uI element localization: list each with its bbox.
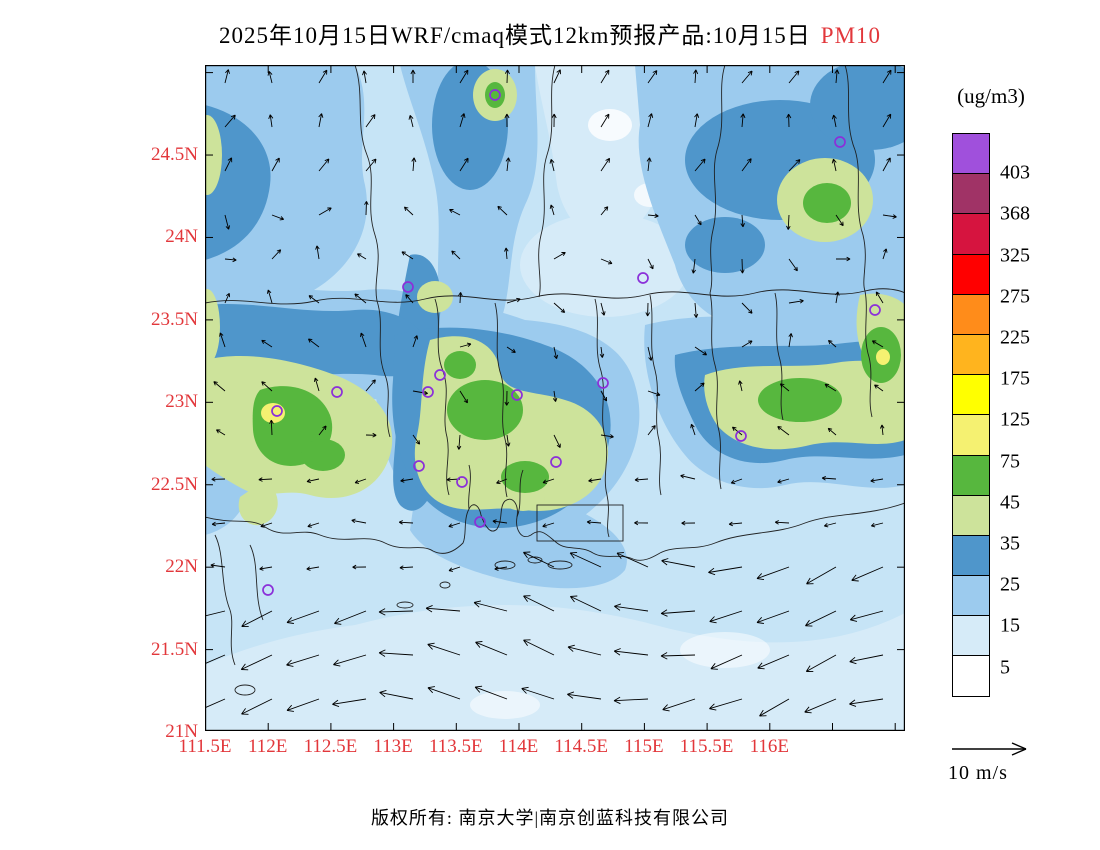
lat-tick-label: 21.5N — [151, 638, 198, 660]
lat-tick-label: 24.5N — [151, 144, 198, 165]
station-marker — [511, 389, 523, 401]
station-marker — [637, 272, 649, 284]
lat-tick-label: 22N — [165, 556, 198, 578]
lon-tick-label: 112E — [247, 736, 288, 757]
lon-tick-label: 111.5E — [178, 736, 232, 757]
boundaries — [204, 64, 906, 696]
map-area — [191, 60, 930, 732]
lon-tick-label: 116E — [749, 736, 789, 757]
station-marker — [474, 516, 486, 528]
lon-tick-label: 113.5E — [428, 736, 483, 757]
station-marker — [489, 89, 501, 101]
wind-reference-label: 10 m/s — [948, 762, 1008, 784]
station-marker — [550, 456, 562, 468]
figure-title: 2025年10月15日WRF/cmaq模式12km预报产品:10月15日 PM10 — [0, 16, 1100, 50]
colorbar-tick-label: 325 — [1000, 244, 1030, 267]
contour-green-cores — [252, 82, 901, 493]
colorbar-cell — [952, 333, 990, 376]
figure-title-text: 2025年10月15日WRF/cmaq模式12km预报产品:10月15日 — [218, 23, 811, 48]
colorbar-tick-label: 368 — [1000, 202, 1030, 225]
lon-tick-label: 115.5E — [679, 736, 734, 757]
colorbar-cell — [952, 213, 990, 255]
colorbar-tick-label: 15 — [1000, 614, 1020, 637]
colorbar-tick-label: 403 — [1000, 161, 1030, 184]
colorbar-tick-label: 275 — [1000, 285, 1030, 308]
station-marker — [456, 476, 468, 488]
axis-ticks — [205, 65, 905, 731]
colorbar-cell — [952, 494, 990, 536]
station-marker — [869, 304, 881, 316]
lat-tick-label: 24N — [165, 226, 198, 248]
lon-tick-label: 113E — [373, 736, 413, 757]
colorbar-tick-label: 35 — [1000, 532, 1020, 555]
lon-tick-label: 112.5E — [303, 736, 358, 757]
colorbar-cell — [952, 575, 990, 617]
station-markers — [262, 89, 881, 596]
station-marker — [331, 386, 343, 398]
colorbar-cell — [952, 133, 990, 175]
lon-tick-label: 114E — [498, 736, 539, 757]
station-marker — [402, 281, 414, 293]
station-marker — [735, 430, 747, 442]
colorbar-cell — [952, 374, 990, 416]
wind-vectors — [191, 69, 897, 717]
lat-tick-label: 23N — [165, 391, 198, 413]
lon-tick-label: 115E — [624, 736, 664, 757]
station-marker — [422, 386, 434, 398]
copyright-footer: 版权所有: 南京大学|南京创蓝科技有限公司 — [370, 808, 730, 828]
highlight-box — [536, 504, 624, 542]
colorbar-tick-label: 25 — [1000, 573, 1020, 596]
colorbar-tick-label: 75 — [1000, 450, 1020, 473]
colorbar-tick-label: 5 — [1000, 656, 1010, 679]
station-marker — [834, 136, 846, 148]
figure-title-species: PM10 — [820, 23, 882, 48]
colorbar-tick-label: 175 — [1000, 367, 1030, 390]
colorbar-cell — [952, 534, 990, 577]
colorbar-tick-label: 45 — [1000, 491, 1020, 514]
colorbar-cell — [952, 454, 990, 496]
lat-tick-label: 22.5N — [151, 473, 198, 495]
station-marker — [597, 377, 609, 389]
coastline — [204, 498, 661, 561]
forecast-map — [191, 60, 930, 732]
map-border — [204, 64, 906, 732]
station-marker — [434, 369, 446, 381]
colorbar-cell — [952, 173, 990, 215]
lon-tick-label: 114.5E — [554, 736, 609, 757]
colorbar-cell — [952, 655, 990, 697]
station-marker — [413, 460, 425, 472]
station-marker — [271, 405, 283, 417]
colorbar-tick-label: 125 — [1000, 408, 1030, 431]
wind-reference-arrow — [952, 742, 1027, 756]
colorbar — [952, 133, 990, 697]
colorbar-cell — [952, 253, 990, 295]
station-marker — [262, 584, 274, 596]
colorbar-tick-label: 225 — [1000, 326, 1030, 349]
colorbar-unit-label: (ug/m3) — [957, 84, 1025, 108]
colorbar-cell — [952, 293, 990, 335]
colorbar-cell — [952, 615, 990, 657]
lat-tick-label: 23.5N — [151, 308, 198, 330]
lat-tick-label: 21N — [165, 721, 198, 742]
colorbar-cell — [952, 414, 990, 456]
